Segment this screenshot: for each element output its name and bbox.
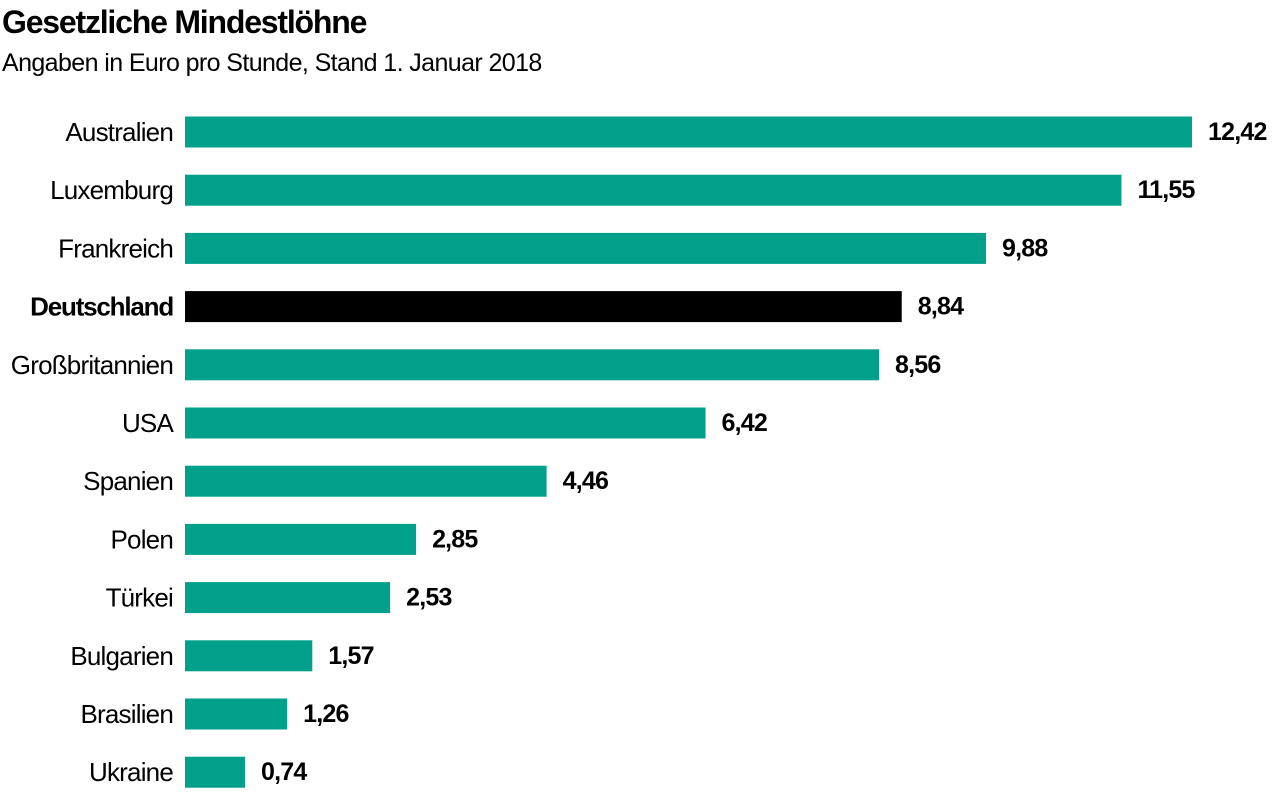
category-label-frankreich: Frankreich	[58, 233, 173, 263]
value-label-deutschland: 8,84	[918, 293, 964, 321]
bar-spanien	[185, 465, 547, 497]
category-label-usa: USA	[122, 408, 175, 438]
bar-usa	[185, 407, 706, 439]
category-label-luxemburg: Luxemburg	[50, 175, 173, 205]
category-label-brasilien: Brasilien	[80, 699, 173, 729]
bar-brasilien	[185, 698, 288, 730]
bar-luxemburg	[185, 174, 1122, 206]
category-label-grossbritannien: Großbritannien	[11, 350, 173, 380]
category-label-ukraine: Ukraine	[89, 757, 173, 787]
value-label-bulgarien: 1,57	[328, 642, 373, 670]
value-label-luxemburg: 11,55	[1137, 176, 1195, 204]
bar-ukraine	[185, 756, 245, 788]
value-label-usa: 6,42	[722, 409, 767, 437]
chart-subtitle: Angaben in Euro pro Stunde, Stand 1. Jan…	[2, 49, 542, 77]
bar-australien	[185, 116, 1192, 148]
category-label-australien: Australien	[65, 117, 173, 147]
category-label-bulgarien: Bulgarien	[70, 641, 173, 671]
category-label-deutschland: Deutschland	[30, 292, 173, 322]
bar-deutschland	[185, 291, 902, 323]
bar-frankreich	[185, 232, 987, 264]
value-label-australien: 12,42	[1208, 118, 1267, 146]
value-label-spanien: 4,46	[563, 467, 608, 495]
value-label-tuerkei: 2,53	[406, 584, 451, 612]
category-label-spanien: Spanien	[83, 466, 173, 496]
bar-polen	[185, 523, 417, 555]
chart-title: Gesetzliche Mindestlöhne	[2, 4, 367, 40]
bar-tuerkei	[185, 582, 391, 614]
value-label-polen: 2,85	[432, 525, 478, 553]
value-label-brasilien: 1,26	[303, 700, 348, 728]
bar-bulgarien	[185, 640, 313, 672]
bar-grossbritannien	[185, 349, 880, 381]
value-label-grossbritannien: 8,56	[895, 351, 940, 379]
category-label-polen: Polen	[111, 524, 174, 554]
value-label-frankreich: 9,88	[1002, 234, 1048, 262]
value-label-ukraine: 0,74	[261, 758, 307, 786]
category-label-tuerkei: Türkei	[106, 583, 173, 613]
